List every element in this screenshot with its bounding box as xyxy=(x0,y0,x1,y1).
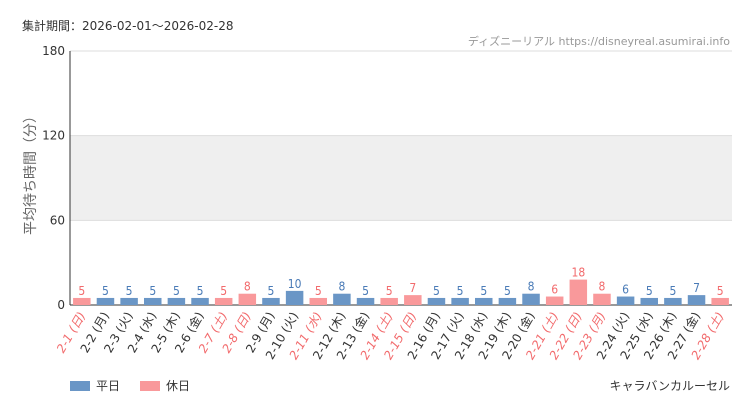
value-label: 5 xyxy=(669,284,676,298)
bar xyxy=(380,297,398,305)
legend-label-holiday: 休日 xyxy=(166,379,191,393)
y-tick-label: 120 xyxy=(42,129,65,143)
bar xyxy=(404,295,422,305)
bar xyxy=(214,297,233,305)
value-label: 8 xyxy=(244,280,251,294)
bar xyxy=(522,293,540,305)
bar xyxy=(711,297,729,305)
bar xyxy=(73,297,91,305)
y-axis-label: 平均待ち時間（分） xyxy=(23,109,39,235)
value-label: 5 xyxy=(173,284,180,298)
bar xyxy=(545,296,564,305)
value-label: 5 xyxy=(504,284,511,298)
value-label: 5 xyxy=(78,284,85,298)
bar xyxy=(167,297,186,305)
value-label: 8 xyxy=(528,280,535,294)
bar xyxy=(309,297,327,305)
value-label: 5 xyxy=(457,284,464,298)
bar xyxy=(616,296,635,305)
bar xyxy=(262,297,280,305)
value-label: 5 xyxy=(268,284,275,298)
value-label: 10 xyxy=(288,277,302,291)
bar xyxy=(498,297,517,305)
value-label: 6 xyxy=(551,283,558,297)
bar xyxy=(569,279,588,305)
value-label: 5 xyxy=(433,284,440,298)
bar xyxy=(664,297,682,305)
site-credit: ディズニーリアル https://disneyreal.asumirai.inf… xyxy=(467,35,730,48)
legend-item-holiday: 休日 xyxy=(140,377,190,394)
value-label: 5 xyxy=(362,284,369,298)
bar xyxy=(191,297,209,305)
y-tick-label: 0 xyxy=(57,298,65,312)
attraction-name: キャラバンカルーセル xyxy=(609,379,730,393)
bar xyxy=(333,293,351,305)
bar xyxy=(593,293,611,305)
y-tick-label: 180 xyxy=(42,44,65,58)
bar xyxy=(640,297,658,305)
legend-swatch-holiday xyxy=(140,380,161,391)
legend-item-weekday: 平日 xyxy=(70,377,120,394)
value-label: 8 xyxy=(599,280,606,294)
value-label: 5 xyxy=(480,284,487,298)
value-label: 5 xyxy=(149,284,156,298)
value-label: 5 xyxy=(126,284,133,298)
value-label: 6 xyxy=(622,283,629,297)
legend-label-weekday: 平日 xyxy=(96,379,121,393)
value-label: 18 xyxy=(571,266,585,280)
bar xyxy=(144,297,162,305)
value-label: 7 xyxy=(409,281,416,295)
bar xyxy=(238,293,257,305)
legend: 平日 休日 xyxy=(70,377,210,394)
bar xyxy=(356,297,375,305)
value-label: 5 xyxy=(102,284,109,298)
value-label: 5 xyxy=(386,284,393,298)
bar xyxy=(451,297,469,305)
value-label: 5 xyxy=(315,284,322,298)
value-label: 5 xyxy=(717,284,724,298)
bar xyxy=(120,297,138,305)
value-label: 5 xyxy=(646,284,653,298)
bar xyxy=(687,295,706,305)
legend-swatch-weekday xyxy=(70,380,90,391)
value-label: 7 xyxy=(693,281,700,295)
bar xyxy=(96,297,115,305)
bar xyxy=(475,297,493,305)
bar xyxy=(427,297,446,305)
bar xyxy=(285,290,304,305)
value-label: 5 xyxy=(197,284,204,298)
value-label: 8 xyxy=(338,280,345,294)
shaded-band xyxy=(70,135,732,221)
period-label: 集計期間：2026-02-01〜2026-02-28 xyxy=(22,19,234,33)
value-label: 5 xyxy=(220,284,227,298)
y-tick-label: 60 xyxy=(50,213,65,227)
